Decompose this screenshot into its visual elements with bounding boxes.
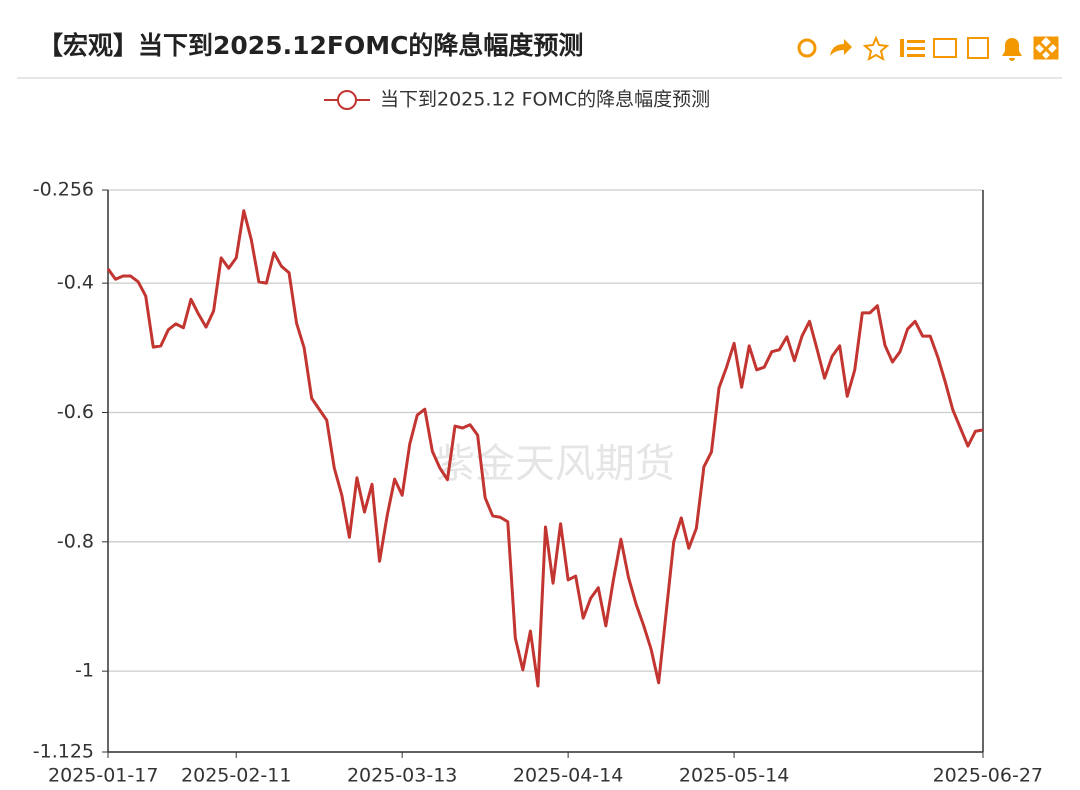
x-tick-label: 2025-04-14 (513, 765, 623, 787)
fullscreen-icon[interactable] (1033, 36, 1059, 60)
share-icon[interactable] (830, 39, 852, 56)
y-tick-label: -1 (75, 660, 94, 682)
table-icon[interactable] (933, 38, 957, 58)
x-tick-label: 2025-01-17 (48, 765, 158, 787)
image-icon[interactable] (967, 37, 989, 59)
toolbar (797, 35, 1059, 62)
list-icon[interactable] (900, 39, 904, 57)
star-icon[interactable] (862, 35, 890, 62)
legend-label: 当下到2025.12 FOMC的降息幅度预测 (380, 89, 710, 111)
y-tick-label: -0.4 (57, 272, 94, 294)
y-tick-label: -0.256 (33, 179, 94, 201)
y-tick-label: -1.125 (33, 741, 94, 763)
x-tick-label: 2025-03-13 (347, 765, 457, 787)
legend-symbol (337, 90, 357, 110)
y-tick-label: -0.8 (57, 530, 94, 552)
line-series (106, 209, 984, 688)
page-title: 【宏观】当下到2025.12FOMC的降息幅度预测 (38, 31, 583, 60)
x-tick-label: 2025-02-11 (181, 765, 291, 787)
x-tick-label: 2025-05-14 (679, 765, 789, 787)
bell-icon[interactable] (1002, 38, 1022, 61)
y-tick-label: -0.6 (57, 401, 94, 423)
watermark: 紫金天风期货 (435, 441, 675, 487)
x-tick-label: 2025-06-27 (933, 765, 1043, 787)
refresh-icon[interactable] (797, 38, 817, 58)
